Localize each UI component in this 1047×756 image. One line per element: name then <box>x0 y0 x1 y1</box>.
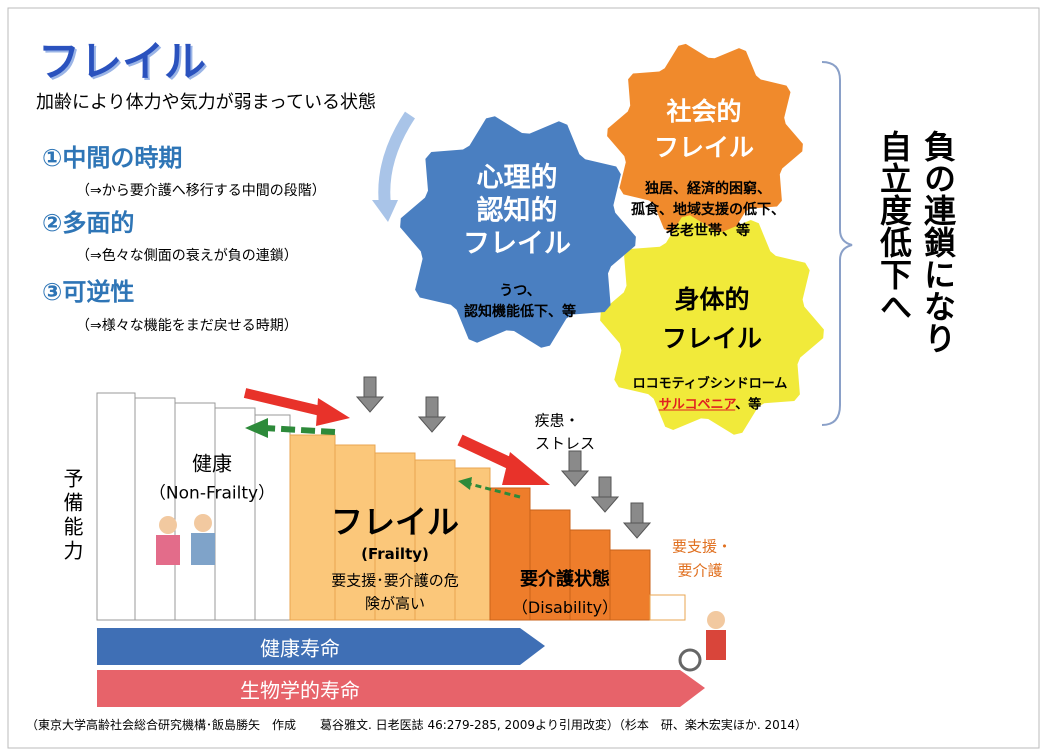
stressor: ストレス <box>535 433 595 454</box>
point-heading: ①中間の時期 <box>42 138 182 173</box>
down-arrow-head <box>562 471 588 486</box>
conclusion-line: 自立度低下へ <box>872 130 916 354</box>
down-arrow-shaft <box>599 477 611 497</box>
biological-life-arrow <box>97 670 705 707</box>
stage-sub: （Non-Frailty） <box>149 479 275 504</box>
gear-detail-line: サルコペニア、等 <box>659 394 761 413</box>
stage-desc: 要支援･要介護の危 <box>331 570 459 591</box>
stressor: 疾患・ <box>534 410 579 431</box>
point-heading: ②多面的 <box>42 203 134 238</box>
gear-label: 身体的 <box>674 280 749 316</box>
down-arrow-shaft <box>364 377 376 397</box>
point-note: （⇒色々な側面の衰えが負の連鎖） <box>76 245 298 265</box>
stage-label: 要介護状態 <box>520 565 610 591</box>
stage-label: フレイル <box>331 497 459 543</box>
down-arrow-shaft <box>426 397 438 417</box>
down-arrow-shaft <box>631 503 643 523</box>
slide: フレイル 加齢により体力や気力が弱まっている状態 ①中間の時期 （⇒から要介護へ… <box>0 0 1047 756</box>
gear-detail: 孤食、地域支援の低下、 <box>631 199 785 219</box>
gear-label: フレイル <box>654 128 754 164</box>
highlight-suffix: 、等 <box>735 398 761 413</box>
stage-sub: (Frailty) <box>361 545 429 563</box>
conclusion: 負の連鎖になり自立度低下へ <box>872 130 960 354</box>
gear-detail: ロコモティブシンドローム <box>633 373 788 392</box>
down-arrow-head <box>357 397 383 412</box>
gear-detail: 独居、経済的困窮、 <box>645 178 771 198</box>
title: フレイル <box>38 28 206 89</box>
axis-label: 予備能力 <box>58 468 87 564</box>
down-arrow-head <box>624 523 650 538</box>
down-arrow-head <box>419 417 445 432</box>
lifespan-label: 健康寿命 <box>260 633 340 662</box>
down-arrow-head <box>592 497 618 512</box>
point-note: （⇒様々な機能をまだ戻せる時期） <box>76 315 298 335</box>
lifespan-label: 生物学的寿命 <box>240 675 360 704</box>
gear-label: フレイル <box>662 319 762 355</box>
down-arrow-shaft <box>569 451 581 471</box>
subtitle: 加齢により体力や気力が弱まっている状態 <box>36 88 376 114</box>
care-need: 要支援・ <box>672 536 732 557</box>
gear-label: 社会的 <box>666 92 741 128</box>
gear-detail: 老老世帯、等 <box>666 220 750 240</box>
curved-arrow-head <box>372 200 398 222</box>
point-heading: ③可逆性 <box>42 272 134 307</box>
conclusion-line: 負の連鎖になり <box>916 130 960 354</box>
gear-detail: うつ、 <box>499 280 540 300</box>
point-note: （⇒から要介護へ移行する中間の段階） <box>76 180 326 200</box>
gear-detail: 認知機能低下、等 <box>464 301 576 321</box>
care-need: 要介護 <box>677 560 722 581</box>
brace <box>822 62 852 425</box>
citation: （東京大学高齢社会総合研究機構･飯島勝矢 作成 葛谷雅文. 日老医誌 46:27… <box>26 716 807 733</box>
stage-sub: （Disability） <box>512 594 618 618</box>
highlight: サルコペニア <box>659 398 735 413</box>
stage-desc: 険が高い <box>365 593 425 614</box>
stage-label: 健康 <box>192 448 232 477</box>
curved-arrow <box>384 115 410 205</box>
gear-label: フレイル <box>463 222 571 261</box>
